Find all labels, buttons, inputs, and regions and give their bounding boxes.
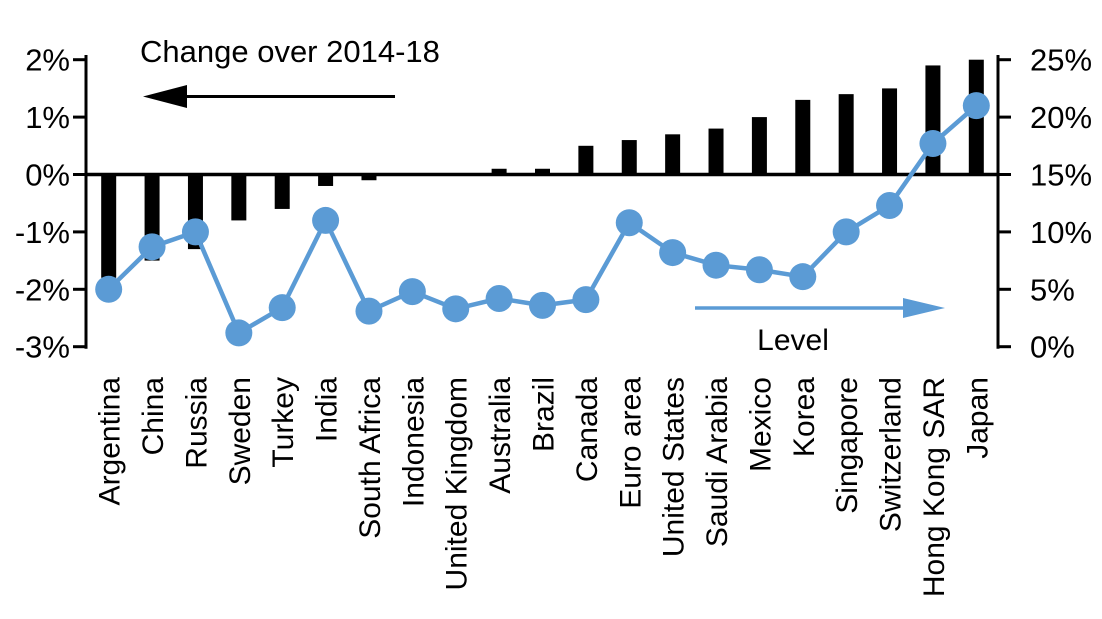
right-axis-tick-label: 25%: [1030, 43, 1092, 78]
line-point-saudi-arabia: [702, 251, 730, 279]
x-axis-label-switzerland: Switzerland: [875, 377, 908, 532]
right-series-title: Level: [757, 324, 829, 357]
line-point-korea: [789, 263, 817, 291]
x-axis-labels: Argentina China Russia Sweden Turkey India Sou…: [94, 377, 995, 597]
line-point-china: [138, 233, 166, 261]
bar-united-states: [665, 134, 681, 175]
bar-mexico: [751, 117, 767, 175]
x-axis-label-hong-kong-sar: Hong Kong SAR: [918, 377, 951, 597]
x-axis-label-canada: Canada: [571, 377, 604, 482]
right-axis-tick-label: 0%: [1030, 330, 1075, 365]
x-axis-label-korea: Korea: [788, 377, 821, 457]
line-point-canada: [572, 286, 600, 314]
line-point-switzerland: [876, 191, 904, 219]
left-axis-tick-label: -3%: [15, 330, 70, 365]
bar-argentina: [101, 174, 117, 278]
line-point-australia: [485, 284, 513, 312]
bar-canada: [578, 145, 594, 175]
x-axis-label-saudi-arabia: Saudi Arabia: [701, 377, 734, 547]
right-axis-tick-label: 20%: [1030, 100, 1092, 135]
bar-series: [101, 59, 984, 278]
left-axis-tick-label: 1%: [25, 100, 70, 135]
bar-brazil: [535, 168, 550, 175]
line-point-euro-area: [615, 209, 643, 237]
line-point-singapore: [832, 218, 860, 246]
x-axis-label-sweden: Sweden: [224, 377, 257, 485]
line-point-brazil: [529, 291, 556, 319]
line-point-turkey: [268, 294, 296, 322]
left-series-title: Change over 2014-18: [140, 34, 440, 69]
bar-singapore: [838, 94, 854, 175]
x-axis-label-united-states: United States: [658, 377, 691, 557]
x-axis-label-turkey: Turkey: [267, 377, 300, 468]
bar-australia: [491, 168, 507, 175]
x-axis-label-united-kingdom: United Kingdom: [441, 377, 474, 590]
axes: 2% 1% 0% -1% -2% -3% 25% 20% 15% 10% 5% 0%: [15, 43, 1092, 365]
bar-sweden: [231, 174, 247, 221]
bar-india: [318, 174, 334, 186]
bar-korea: [795, 99, 811, 175]
x-axis-label-indonesia: Indonesia: [397, 377, 430, 507]
line-point-sweden: [225, 319, 253, 347]
right-axis-tick-label: 15%: [1030, 158, 1092, 193]
line-point-japan: [962, 92, 990, 120]
line-point-south-africa: [355, 297, 383, 325]
x-axis-label-mexico: Mexico: [744, 377, 777, 472]
arrow-left-icon: [143, 85, 395, 108]
x-axis-label-russia: Russia: [180, 377, 213, 469]
left-axis-tick-label: 0%: [25, 158, 70, 193]
line-series: [95, 92, 990, 347]
x-axis-label-australia: Australia: [484, 377, 517, 494]
line-point-hong-kong-sar: [919, 130, 947, 158]
left-axis-tick-label: -2%: [15, 272, 70, 307]
right-axis-tick-label: 10%: [1030, 215, 1092, 250]
line-point-united-kingdom: [442, 295, 470, 323]
line-point-united-states: [659, 239, 687, 267]
left-axis-tick-label: -1%: [15, 215, 70, 250]
line-point-argentina: [95, 275, 123, 303]
bar-south-africa: [361, 174, 377, 181]
left-axis-tick-label: 2%: [25, 43, 70, 78]
bar-saudi-arabia: [708, 128, 724, 175]
line-point-indonesia: [398, 278, 426, 306]
bar-euro-area: [621, 140, 637, 175]
x-axis-label-south-africa: South Africa: [354, 377, 387, 539]
x-axis-label-euro-area: Euro area: [614, 377, 647, 509]
line-point-mexico: [745, 256, 773, 284]
bar-hong-kong-sar: [925, 65, 941, 175]
x-axis-label-argentina: Argentina: [94, 377, 127, 506]
x-axis-label-japan: Japan: [961, 377, 994, 459]
line-point-india: [312, 206, 340, 234]
x-axis-label-brazil: Brazil: [528, 377, 561, 452]
x-axis-label-india: India: [311, 377, 344, 442]
bar-switzerland: [882, 88, 898, 175]
bar-turkey: [274, 174, 290, 209]
line-point-russia: [181, 218, 209, 246]
right-axis-tick-label: 5%: [1030, 272, 1075, 307]
x-axis-label-china: China: [137, 377, 170, 456]
x-axis-label-singapore: Singapore: [831, 377, 864, 514]
arrow-right-icon: [695, 298, 945, 318]
